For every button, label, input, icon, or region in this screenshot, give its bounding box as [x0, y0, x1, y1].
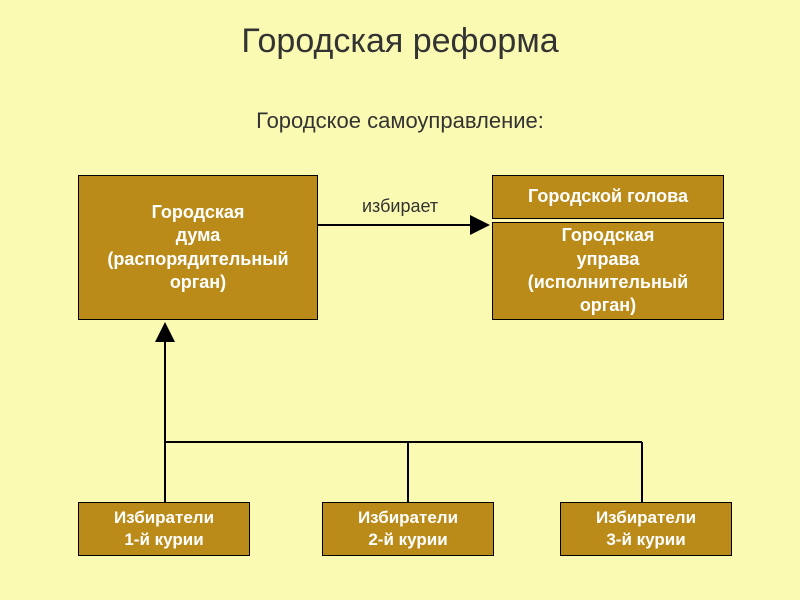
box-kuria-1: Избиратели1-й курии: [78, 502, 250, 556]
box-uprava: Городскаяуправа(исполнительныйорган): [492, 222, 724, 320]
box-kuria-2: Избиратели2-й курии: [322, 502, 494, 556]
box-duma: Городскаядума(распорядительныйорган): [78, 175, 318, 320]
box-kuria-3: Избиратели3-й курии: [560, 502, 732, 556]
box-golova: Городской голова: [492, 175, 724, 219]
page-subtitle: Городское самоуправление:: [0, 108, 800, 134]
arrow-label-elects: избирает: [362, 196, 438, 217]
page-title: Городская реформа: [0, 22, 800, 61]
